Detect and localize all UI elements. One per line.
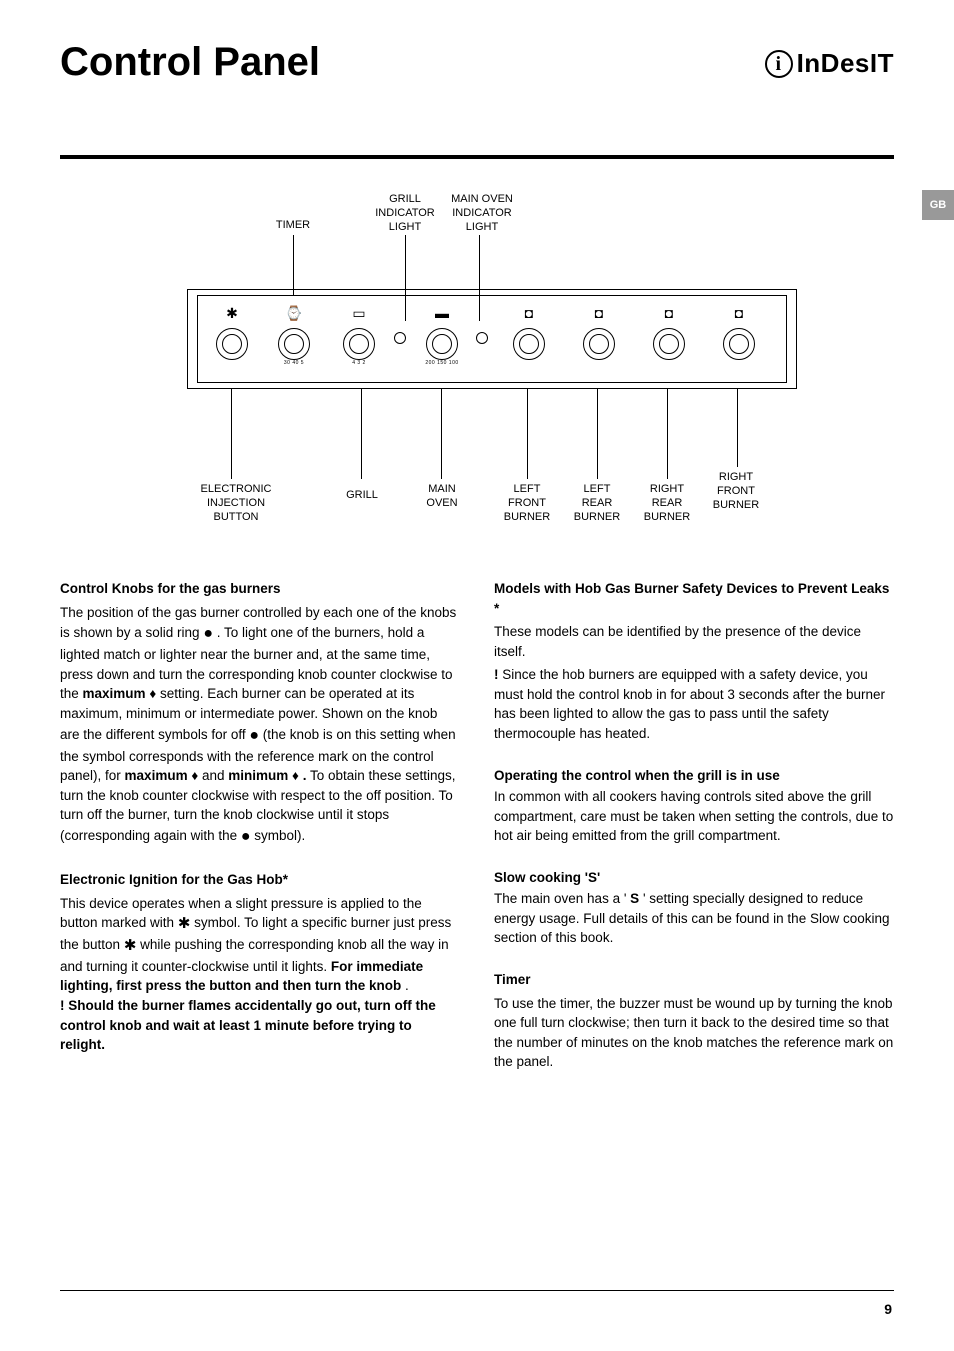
- page-header: Control Panel i InDesIT: [60, 40, 894, 85]
- page-number: 9: [884, 1301, 892, 1317]
- header-rule: [60, 155, 894, 159]
- footer-rule: [60, 1290, 894, 1291]
- indicator-light-icon: [394, 332, 406, 344]
- leader-line: [293, 235, 294, 295]
- spark-icon: ✱: [206, 304, 258, 322]
- leader-line: [361, 389, 362, 479]
- leader-line: [667, 389, 668, 479]
- label-grill: GRILL: [337, 489, 387, 503]
- knob-right-front: ◘: [713, 304, 765, 360]
- knob-ticks: 30 40 5: [268, 360, 320, 366]
- label-left-front: LEFT FRONT BURNER: [497, 483, 557, 524]
- bold-maximum: maximum: [125, 768, 192, 783]
- control-panel-diagram: TIMER GRILL INDICATOR LIGHT MAIN OVEN IN…: [127, 189, 827, 549]
- burner-icon: ◘: [573, 304, 625, 322]
- text: and: [202, 768, 228, 783]
- knob-icon: [343, 328, 375, 360]
- grill-icon: ▭: [333, 304, 385, 322]
- burner-icon: ◘: [503, 304, 555, 322]
- flame-large-icon: ♦: [191, 768, 198, 783]
- right-column: Models with Hob Gas Burner Safety Device…: [494, 579, 894, 1086]
- knob-ticks: 200 150 100: [416, 360, 468, 366]
- label-main-oven: MAIN OVEN: [417, 483, 467, 511]
- heading-timer: Timer: [494, 970, 894, 990]
- knob-ignition: ✱: [206, 304, 258, 360]
- flame-large-icon: ♦: [149, 686, 156, 701]
- knob-right-rear: ◘: [643, 304, 695, 360]
- dot-icon: ●: [249, 727, 259, 744]
- knob-icon: [583, 328, 615, 360]
- dot-icon: ●: [203, 625, 213, 642]
- label-ignition: ELECTRONIC INJECTION BUTTON: [191, 483, 281, 524]
- main-oven-light: [470, 304, 494, 344]
- label-right-front: RIGHT FRONT BURNER: [703, 471, 769, 512]
- knob-ticks: 4 3 2: [333, 360, 385, 366]
- label-main-oven-light: MAIN OVEN INDICATOR LIGHT: [437, 193, 527, 234]
- heading-slow-cooking: Slow cooking 'S': [494, 868, 894, 888]
- paragraph-safety-1: These models can be identified by the pr…: [494, 622, 894, 661]
- paragraph-ignition: This device operates when a slight press…: [60, 894, 460, 1055]
- brand-logo: i InDesIT: [765, 48, 894, 79]
- s-letter: S: [630, 891, 639, 906]
- dot-icon: ●: [241, 828, 251, 845]
- heading-grill-use: Operating the control when the grill is …: [494, 766, 894, 786]
- text: .: [405, 978, 409, 993]
- brand-icon: i: [765, 50, 793, 78]
- brand-text: InDesIT: [797, 48, 894, 79]
- leader-line: [597, 389, 598, 479]
- label-timer-top: TIMER: [263, 219, 323, 233]
- heading-safety: Models with Hob Gas Burner Safety Device…: [494, 579, 894, 618]
- knob-left-rear: ◘: [573, 304, 625, 360]
- warning-relight: ! Should the burner flames accidentally …: [60, 998, 436, 1052]
- panel-frame: ✱ ⌚ 30 40 5 ▭ 4 3 2 ▬ 200 150 100: [187, 289, 797, 389]
- leader-line: [231, 389, 232, 479]
- paragraph-grill-use: In common with all cookers having contro…: [494, 787, 894, 846]
- body-columns: Control Knobs for the gas burners The po…: [60, 579, 894, 1086]
- text: symbol).: [254, 828, 305, 843]
- knob-icon: [426, 328, 458, 360]
- knob-icon: [723, 328, 755, 360]
- knob-icon: [278, 328, 310, 360]
- paragraph-knobs: The position of the gas burner controlle…: [60, 603, 460, 849]
- heading-control-knobs: Control Knobs for the gas burners: [60, 579, 460, 599]
- leader-line: [737, 389, 738, 467]
- burner-icon: ◘: [643, 304, 695, 322]
- knob-left-front: ◘: [503, 304, 555, 360]
- panel-inner: ✱ ⌚ 30 40 5 ▭ 4 3 2 ▬ 200 150 100: [197, 295, 787, 383]
- spark-icon: ✱: [124, 937, 137, 954]
- oven-icon: ▬: [416, 304, 468, 322]
- indicator-light-icon: [476, 332, 488, 344]
- heading-ignition: Electronic Ignition for the Gas Hob*: [60, 870, 460, 890]
- bold-minimum: minimum: [228, 768, 292, 783]
- label-grill-light: GRILL INDICATOR LIGHT: [365, 193, 445, 234]
- burner-icon: ◘: [713, 304, 765, 322]
- language-tab: GB: [922, 190, 954, 220]
- flame-small-icon: ♦: [292, 768, 299, 783]
- text: Since the hob burners are equipped with …: [494, 667, 885, 741]
- leader-line: [527, 389, 528, 479]
- knob-timer: ⌚ 30 40 5: [268, 304, 320, 366]
- paragraph-timer: To use the timer, the buzzer must be wou…: [494, 994, 894, 1072]
- paragraph-safety-2: ! Since the hob burners are equipped wit…: [494, 665, 894, 743]
- grill-light: [388, 304, 412, 344]
- warning-prefix: !: [494, 667, 502, 682]
- spark-icon: ✱: [178, 915, 191, 932]
- bold-maximum: maximum: [83, 686, 150, 701]
- timer-icon: ⌚: [268, 304, 320, 322]
- text: .: [303, 768, 307, 783]
- page-title: Control Panel: [60, 40, 320, 85]
- left-column: Control Knobs for the gas burners The po…: [60, 579, 460, 1086]
- label-right-rear: RIGHT REAR BURNER: [637, 483, 697, 524]
- knob-main-oven: ▬ 200 150 100: [416, 304, 468, 366]
- knob-icon: [216, 328, 248, 360]
- text: The main oven has a ': [494, 891, 626, 906]
- leader-line: [441, 389, 442, 479]
- knob-grill: ▭ 4 3 2: [333, 304, 385, 366]
- knob-icon: [513, 328, 545, 360]
- knob-icon: [653, 328, 685, 360]
- paragraph-slow-cooking: The main oven has a ' S ' setting specia…: [494, 889, 894, 948]
- label-left-rear: LEFT REAR BURNER: [567, 483, 627, 524]
